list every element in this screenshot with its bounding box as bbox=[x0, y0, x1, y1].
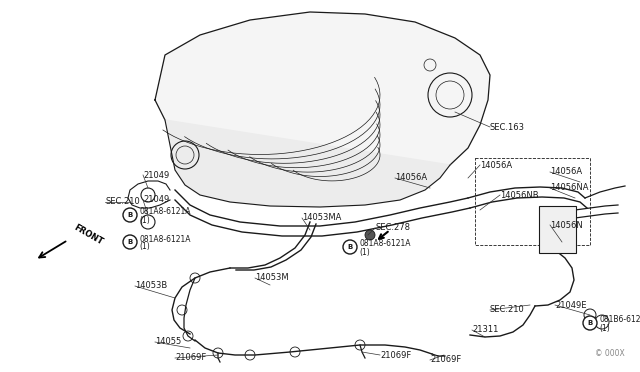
Text: 21069F: 21069F bbox=[380, 350, 412, 359]
Text: SEC.163: SEC.163 bbox=[490, 122, 525, 131]
Text: 081A8-6121A: 081A8-6121A bbox=[139, 234, 191, 244]
Text: FRONT: FRONT bbox=[72, 223, 104, 247]
Text: 21311: 21311 bbox=[472, 326, 499, 334]
Text: 21049E: 21049E bbox=[555, 301, 586, 310]
Circle shape bbox=[123, 235, 137, 249]
Text: 14053MA: 14053MA bbox=[302, 214, 341, 222]
Text: SEC.210: SEC.210 bbox=[105, 198, 140, 206]
Text: B: B bbox=[127, 212, 132, 218]
Circle shape bbox=[365, 230, 375, 240]
Text: © 000X: © 000X bbox=[595, 349, 625, 358]
Text: 21069F: 21069F bbox=[430, 356, 461, 365]
Text: 081A8-6121A: 081A8-6121A bbox=[359, 240, 410, 248]
Text: 14056N: 14056N bbox=[550, 221, 583, 230]
Text: (1): (1) bbox=[139, 243, 150, 251]
Text: 14056NA: 14056NA bbox=[550, 183, 589, 192]
Text: 14055: 14055 bbox=[155, 337, 181, 346]
Circle shape bbox=[343, 240, 357, 254]
Text: B: B bbox=[588, 320, 593, 326]
Text: B: B bbox=[348, 244, 353, 250]
Circle shape bbox=[123, 208, 137, 222]
Text: (1): (1) bbox=[139, 215, 150, 224]
FancyBboxPatch shape bbox=[539, 206, 576, 253]
Text: 14056NB: 14056NB bbox=[500, 190, 539, 199]
Text: 14053B: 14053B bbox=[135, 282, 167, 291]
Text: (1): (1) bbox=[359, 247, 370, 257]
Polygon shape bbox=[165, 120, 450, 207]
Circle shape bbox=[583, 316, 597, 330]
Polygon shape bbox=[155, 12, 490, 198]
Text: 21049: 21049 bbox=[143, 196, 169, 205]
Text: 21049: 21049 bbox=[143, 170, 169, 180]
Text: 14056A: 14056A bbox=[395, 173, 427, 183]
Text: 14056A: 14056A bbox=[480, 160, 512, 170]
Text: 14056A: 14056A bbox=[550, 167, 582, 176]
Text: 081A8-6121A: 081A8-6121A bbox=[139, 208, 191, 217]
Text: (1): (1) bbox=[599, 324, 610, 333]
Text: SEC.278: SEC.278 bbox=[375, 224, 410, 232]
Text: B: B bbox=[127, 239, 132, 245]
Text: 081B6-6121A: 081B6-6121A bbox=[599, 315, 640, 324]
Text: 14053M: 14053M bbox=[255, 273, 289, 282]
Text: SEC.210: SEC.210 bbox=[490, 305, 525, 314]
Text: 21069F: 21069F bbox=[175, 353, 206, 362]
